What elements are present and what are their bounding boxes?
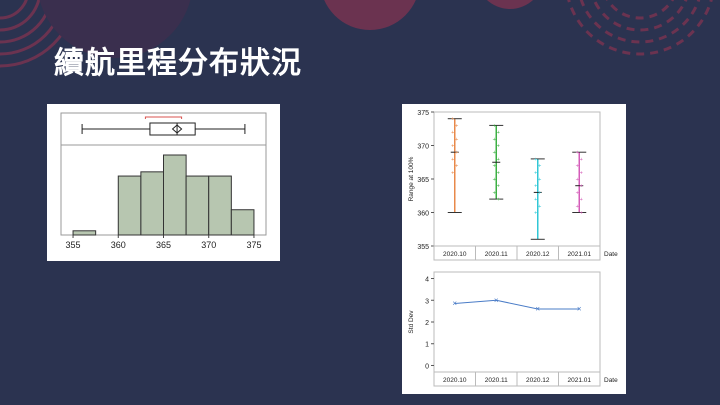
y-tick-label: 3 <box>425 298 429 305</box>
stddev-point: × <box>452 299 457 308</box>
variability-panel: 355 360 365 370 375 Range at 100% 2020.10 + + + + +… <box>402 104 626 394</box>
x-tick-label: 365 <box>156 240 171 250</box>
data-point: + <box>534 157 537 163</box>
data-point: + <box>493 164 496 170</box>
data-point: + <box>576 190 579 196</box>
y-tick-label: 370 <box>417 144 429 151</box>
data-point: + <box>497 144 500 150</box>
x-category-label: 2020.10 <box>443 251 467 258</box>
histogram-panel: 355 360 365 370 375 <box>47 104 280 261</box>
data-point: + <box>580 170 583 176</box>
data-point: + <box>534 197 537 203</box>
mean-diamond <box>171 124 183 134</box>
stddev-line <box>454 299 580 310</box>
x-tick-label: 370 <box>201 240 216 250</box>
data-point: + <box>580 157 583 163</box>
data-point: + <box>576 164 579 170</box>
background-decoration <box>0 0 713 68</box>
data-point: + <box>455 150 458 156</box>
x-category-label: 2020.11 <box>485 251 508 258</box>
data-point: + <box>451 117 454 123</box>
y-tick-label: 365 <box>417 177 429 184</box>
data-point: + <box>455 164 458 170</box>
data-point: + <box>497 197 500 203</box>
x-category-label: 2020.11 <box>485 377 508 384</box>
data-point: + <box>576 177 579 183</box>
data-point: + <box>576 204 579 210</box>
x-category-label: 2021.01 <box>568 377 592 384</box>
data-point: + <box>451 144 454 150</box>
data-point: + <box>493 137 496 143</box>
data-point: + <box>580 184 583 190</box>
data-point: + <box>534 170 537 176</box>
x-category-label: 2020.12 <box>526 377 550 384</box>
histogram-bar <box>117 175 142 236</box>
data-point: + <box>493 123 496 129</box>
histogram-chart: 355 360 365 370 375 <box>60 112 267 250</box>
data-point: + <box>534 211 537 217</box>
stddev-frame <box>433 271 601 373</box>
histogram-bar <box>72 230 97 236</box>
y-tick-label: 355 <box>417 244 429 251</box>
y-axis-label: Std Dev <box>408 310 415 334</box>
histogram-bar <box>208 175 232 236</box>
y-tick-label: 2 <box>425 320 429 327</box>
y-tick-label: 4 <box>425 277 429 284</box>
data-point: + <box>451 170 454 176</box>
x-tick-label: 375 <box>246 240 261 250</box>
x-category-label: 2020.10 <box>443 377 467 384</box>
x-axis-label: Date <box>604 251 618 258</box>
data-point: + <box>538 190 541 196</box>
data-point: + <box>451 157 454 163</box>
x-tick-label: 355 <box>66 240 81 250</box>
data-point: + <box>493 150 496 156</box>
histogram-bar <box>140 171 164 236</box>
data-point: + <box>497 130 500 136</box>
shortest-half-bracket <box>144 116 183 119</box>
data-point: + <box>493 177 496 183</box>
x-axis-label: Date <box>604 377 618 384</box>
y-tick-label: 1 <box>425 342 429 349</box>
x-tick-label: 360 <box>111 240 126 250</box>
stddev-point: × <box>577 304 582 313</box>
data-point: + <box>497 157 500 163</box>
data-point: + <box>580 211 583 217</box>
data-point: + <box>455 123 458 129</box>
histogram-bar <box>185 175 210 236</box>
y-axis-label: Range at 100% <box>408 156 415 201</box>
x-category-label: 2020.12 <box>526 251 550 258</box>
data-point: + <box>538 204 541 210</box>
data-point: + <box>538 177 541 183</box>
stddev-point: × <box>494 296 499 305</box>
y-tick-label: 360 <box>417 211 429 218</box>
data-point: + <box>497 184 500 190</box>
data-point: + <box>451 130 454 136</box>
data-point: + <box>534 184 537 190</box>
stddev-point: × <box>535 304 540 313</box>
data-point: + <box>493 190 496 196</box>
slide-title: 續航里程分布狀況 <box>54 46 302 81</box>
y-tick-label: 375 <box>417 110 429 117</box>
histogram-bar <box>230 209 255 236</box>
x-category-label: 2021.01 <box>568 251 592 258</box>
y-tick-label: 0 <box>425 363 429 370</box>
data-point: + <box>538 164 541 170</box>
data-point: + <box>576 150 579 156</box>
data-point: + <box>455 137 458 143</box>
data-point: + <box>580 197 583 203</box>
histogram-bar <box>163 154 187 236</box>
data-point: + <box>497 170 500 176</box>
